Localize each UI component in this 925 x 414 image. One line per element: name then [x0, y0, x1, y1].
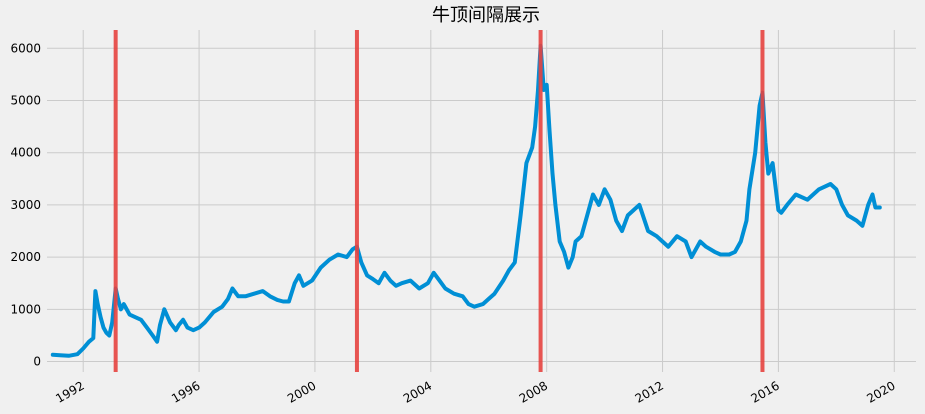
y-tick-label: 3000 — [10, 198, 41, 212]
y-tick-label: 2000 — [10, 250, 41, 264]
grid-layer — [47, 30, 916, 372]
y-tick-label: 1000 — [10, 302, 41, 316]
vline-layer — [113, 30, 765, 372]
y-tick-label: 5000 — [10, 93, 41, 107]
series-line — [50, 43, 882, 358]
y-tick-label: 0 — [33, 355, 41, 369]
series-layer — [50, 43, 882, 358]
y-tick-label: 6000 — [10, 41, 41, 55]
y-tick-label: 4000 — [10, 146, 41, 160]
chart-title: 牛顶间隔展示 — [432, 5, 540, 26]
